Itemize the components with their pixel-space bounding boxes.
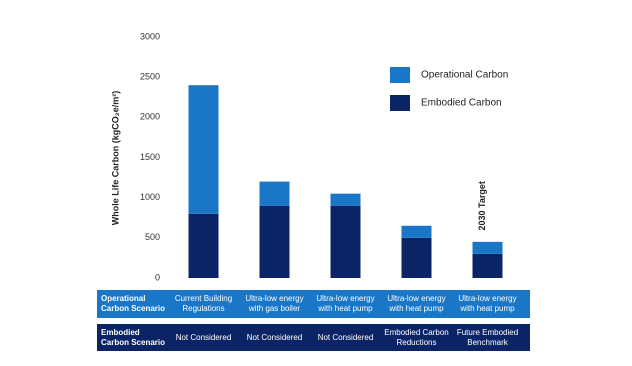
bar — [330, 205, 361, 278]
table-cell: Not Considered — [246, 332, 303, 342]
bar — [472, 241, 503, 254]
legend-label: Operational Carbon — [421, 70, 508, 81]
y-tick-label: 2500 — [140, 72, 160, 82]
embodied-row: Embodied Carbon Scenario Not Considered N… — [97, 324, 530, 351]
table-cell: Ultra-low energy with heat pump — [387, 294, 446, 313]
table-cell: Ultra-low energy with heat pump — [458, 294, 517, 313]
y-axis-label: Whole Life Carbon (kgCO₂e/m²) — [110, 91, 120, 226]
table-cell: Ultra-low energy with heat pump — [316, 294, 375, 313]
y-tick-label: 2000 — [140, 112, 160, 122]
bar — [330, 193, 361, 206]
bar — [188, 85, 219, 214]
legend-swatch — [390, 67, 410, 83]
row-header: Embodied Carbon Scenario — [101, 327, 166, 347]
table-cell: Not Considered — [175, 332, 232, 342]
y-tick-label: 0 — [155, 272, 160, 282]
table-cell: Future Embodied Benchmark — [456, 327, 519, 347]
y-tick-label: 3000 — [140, 31, 160, 41]
legend-label: Embodied Carbon — [421, 98, 502, 109]
bar — [472, 253, 503, 278]
bar — [259, 205, 290, 278]
row-header: Operational Carbon Scenario — [101, 294, 166, 313]
y-tick-label: 500 — [145, 232, 160, 242]
bar — [259, 181, 290, 206]
legend-swatch — [390, 95, 410, 111]
operational-row: Operational Carbon Scenario Current Buil… — [97, 290, 530, 318]
bar — [401, 237, 432, 278]
bar — [188, 213, 219, 278]
table-cell: Current Building Regulations — [174, 294, 233, 313]
annotation: 2030 Target — [477, 181, 487, 230]
y-tick-label: 1500 — [140, 152, 160, 162]
table-cell: Not Considered — [317, 332, 374, 342]
bar — [401, 225, 432, 238]
table-cell: Embodied Carbon Reductions — [384, 327, 449, 347]
table-cell: Ultra-low energy with gas boiler — [245, 294, 304, 313]
y-tick-label: 1000 — [140, 192, 160, 202]
